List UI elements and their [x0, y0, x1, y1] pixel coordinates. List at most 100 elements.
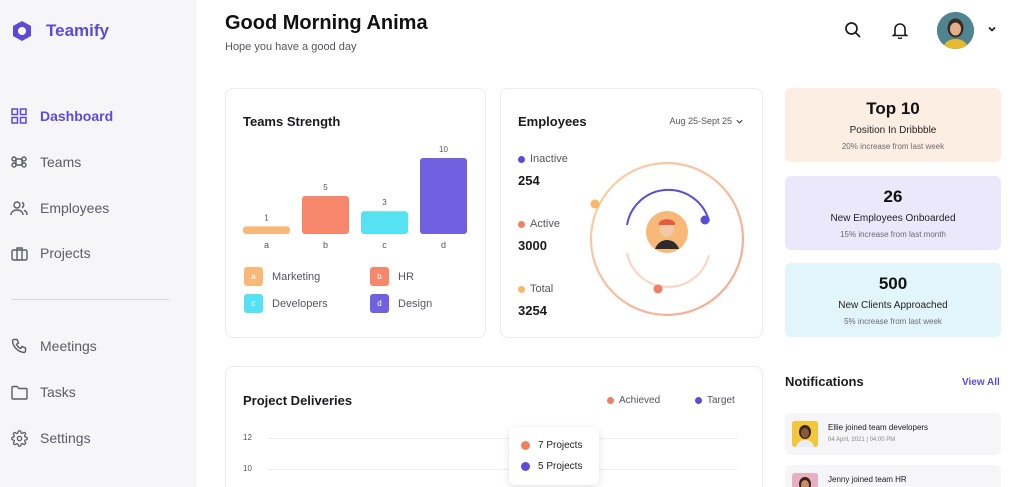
gridline	[268, 469, 738, 470]
command-icon	[10, 153, 28, 171]
grid-icon	[10, 107, 28, 125]
stat-card-value: 26	[883, 187, 903, 206]
legend-item-target: Target	[695, 395, 735, 406]
sidebar-item-label: Projects	[40, 245, 91, 261]
sidebar-item-label: Meetings	[40, 338, 97, 354]
sidebar-item-label: Teams	[40, 154, 82, 170]
search-icon[interactable]	[843, 20, 863, 40]
gear-icon	[10, 429, 28, 447]
avatar[interactable]	[937, 12, 974, 49]
sidebar-item-label: Dashboard	[40, 108, 114, 124]
project-deliveries-card: Project Deliveries Achieved Target 12 10…	[225, 366, 763, 487]
date-range-dropdown[interactable]: Aug 25-Sept 25	[669, 116, 744, 126]
notification-avatar	[792, 421, 818, 447]
employees-card: Employees Aug 25-Sept 25 Inactive 254 Ac…	[500, 88, 763, 338]
card-title: Project Deliveries	[243, 393, 353, 408]
stat-label: Active	[530, 218, 560, 230]
tooltip-dot	[521, 441, 530, 450]
bar-b[interactable]	[302, 196, 349, 234]
page-title: Good Morning Anima	[225, 12, 428, 34]
sidebar-item-settings[interactable]: Settings	[10, 423, 91, 453]
legend-item-hr: b HR	[370, 267, 414, 286]
sidebar-divider	[11, 299, 169, 300]
status-dot	[518, 155, 525, 163]
notifications-title: Notifications	[785, 374, 864, 389]
y-tick-label: 12	[243, 433, 252, 442]
sidebar-item-employees[interactable]: Employees	[10, 193, 109, 223]
date-range-label: Aug 25-Sept 25	[669, 116, 732, 126]
users-icon	[10, 199, 28, 217]
stat-card-change: 15% increase from last month	[840, 230, 946, 239]
stat-card-dribbble: Top 10 Position In Dribbble 20% increase…	[785, 88, 1001, 162]
chevron-down-icon	[736, 119, 743, 124]
card-title: Employees	[518, 114, 587, 129]
notification-item[interactable]: Ellie joined team developers 04 April, 2…	[785, 413, 1001, 455]
sidebar-item-projects[interactable]: Projects	[10, 238, 91, 268]
employee-stat-total: Total 3254	[518, 283, 553, 318]
status-dot	[518, 285, 525, 293]
notification-item[interactable]: Jenny joined team HR	[785, 465, 1001, 487]
sidebar-item-label: Employees	[40, 200, 110, 216]
legend-label: Target	[707, 395, 735, 406]
app-logo[interactable]: Teamify	[12, 20, 109, 42]
phone-icon	[10, 337, 28, 355]
sidebar: Teamify Dashboard Teams Employees	[0, 0, 196, 487]
notification-time: 04 April, 2021 | 04:00 PM	[828, 437, 896, 443]
stat-card-label: New Clients Approached	[838, 300, 948, 311]
view-all-link[interactable]: View All	[962, 377, 1000, 388]
bar-category-label: b	[323, 240, 328, 250]
sidebar-item-dashboard[interactable]: Dashboard	[10, 101, 113, 131]
card-title: Teams Strength	[243, 114, 341, 129]
stat-label: Inactive	[530, 153, 568, 165]
tooltip-label: 5 Projects	[538, 461, 583, 472]
employee-stat-active: Active 3000	[518, 218, 560, 253]
legend-label: Developers	[272, 297, 328, 310]
bar-value-label: 3	[382, 198, 387, 207]
chevron-down-icon[interactable]	[987, 24, 997, 34]
tooltip-label: 7 Projects	[538, 440, 583, 451]
person-portrait-icon	[792, 421, 818, 447]
bar-c[interactable]	[361, 211, 408, 234]
stat-card-label: Position In Dribbble	[849, 125, 937, 136]
tooltip-row-target: 5 Projects	[521, 461, 582, 472]
legend-swatch: b	[370, 267, 389, 286]
sidebar-item-tasks[interactable]: Tasks	[10, 377, 76, 407]
notification-text: Jenny joined team HR	[828, 475, 907, 484]
teams-strength-card: Teams Strength 1 a 5 b 3 c 10 d a Marketing b H…	[225, 88, 486, 338]
page-subtitle: Hope you have a good day	[225, 41, 357, 53]
bar-value-label: 1	[264, 213, 269, 222]
legend-item-design: d Design	[370, 294, 432, 313]
notification-text: Ellie joined team developers	[828, 423, 929, 432]
gridline	[268, 438, 738, 439]
sidebar-item-label: Tasks	[40, 384, 76, 400]
sidebar-item-teams[interactable]: Teams	[10, 147, 81, 177]
legend-label: Achieved	[619, 395, 661, 406]
employees-orbit-graphic	[589, 161, 745, 317]
legend-label: Marketing	[272, 270, 321, 283]
legend-dot	[607, 397, 614, 404]
briefcase-icon	[10, 244, 28, 262]
bar-category-label: d	[441, 240, 446, 250]
bar-d[interactable]	[420, 158, 467, 234]
folder-icon	[10, 383, 28, 401]
bar-value-label: 10	[439, 145, 448, 154]
stat-label: Total	[530, 283, 554, 295]
sidebar-item-meetings[interactable]: Meetings	[10, 331, 97, 361]
legend-label: HR	[398, 270, 414, 283]
stat-value: 3000	[518, 238, 547, 253]
stat-card-change: 20% increase from last week	[841, 142, 945, 151]
bar-category-label: c	[382, 240, 387, 250]
tooltip-row-achieved: 7 Projects	[521, 440, 582, 451]
chart-tooltip: 7 Projects 5 Projects	[509, 427, 599, 485]
y-tick-label: 10	[243, 464, 252, 473]
bell-icon[interactable]	[890, 20, 910, 40]
teams-strength-chart: 1 a 5 b 3 c 10 d	[243, 145, 467, 250]
app-name: Teamify	[46, 21, 109, 40]
avatar-portrait-icon	[937, 12, 974, 49]
stat-value: 3254	[518, 303, 547, 318]
bar-a[interactable]	[243, 226, 290, 234]
stat-card-change: 5% increase from last week	[844, 317, 942, 326]
legend-swatch: d	[370, 294, 389, 313]
logo-hexagon-icon	[13, 21, 31, 41]
sidebar-item-label: Settings	[40, 430, 91, 446]
